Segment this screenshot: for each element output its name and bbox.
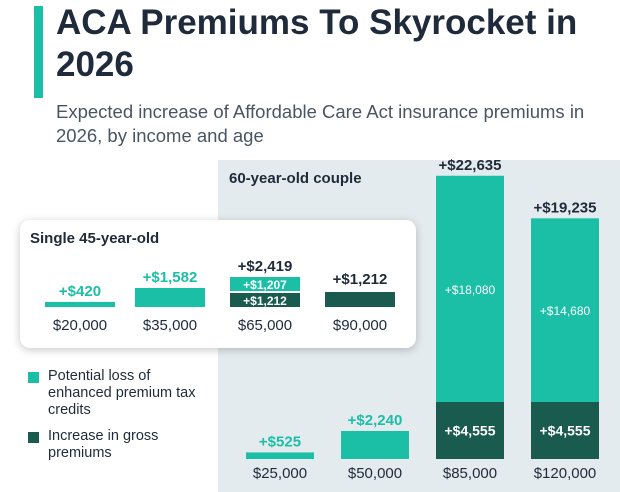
category-label-1-1: $50,000 [348, 465, 402, 482]
total-label-0-3: +$1,212 [333, 271, 388, 288]
seg-label-1-3-tax: +$14,680 [540, 304, 591, 318]
total-label-1-0: +$525 [259, 433, 301, 450]
total-label-1-1: +$2,240 [348, 412, 403, 429]
bar-1-3-tax-credits [531, 218, 599, 402]
seg-label-0-2-tax: +$1,207 [243, 278, 287, 292]
legend-label-tax-credits: Potential loss of enhanced premium tax c… [48, 368, 196, 418]
bar-1-0-tax-credits [246, 452, 314, 459]
bar-1-1-tax-credits [341, 430, 409, 459]
single-panel [20, 220, 416, 348]
bar-0-2-gross-premiums [230, 293, 300, 307]
legend-swatch-tax-credits [28, 372, 39, 383]
legend-swatch-gross-premiums [28, 432, 39, 443]
bar-1-3-gross-premiums [531, 402, 599, 459]
category-label-0-2: $65,000 [238, 317, 292, 334]
bar-1-2-tax-credits [436, 175, 504, 402]
chart-subtitle: Expected increase of Affordable Care Act… [56, 101, 585, 146]
total-label-1-2: +$22,635 [439, 157, 502, 174]
seg-label-1-2-gross: +$4,555 [445, 423, 496, 439]
seg-label-1-3-gross: +$4,555 [540, 423, 591, 439]
category-label-1-2: $85,000 [443, 465, 497, 482]
title-accent-bar [34, 6, 43, 98]
total-label-0-1: +$1,582 [143, 269, 198, 286]
seg-label-0-2-gross: +$1,212 [243, 294, 287, 308]
total-label-1-3: +$19,235 [534, 199, 597, 216]
category-label-0-3: $90,000 [333, 317, 387, 334]
category-label-1-0: $25,000 [253, 465, 307, 482]
total-label-0-2: +$2,419 [238, 258, 293, 275]
total-label-0-0: +$420 [59, 283, 101, 300]
chart-title: ACA Premiums To Skyrocket in 2026 [56, 3, 578, 84]
category-label-1-3: $120,000 [534, 465, 597, 482]
bar-1-2-gross-premiums [436, 402, 504, 459]
single-group-label: Single 45-year-old [30, 230, 160, 247]
category-label-0-1: $35,000 [143, 317, 197, 334]
legend-label-gross-premiums: Increase in gross premiums [48, 428, 159, 461]
category-label-0-0: $20,000 [53, 317, 107, 334]
bar-0-1-tax-credits [135, 288, 205, 307]
seg-label-1-2-tax: +$18,080 [445, 283, 496, 297]
bar-0-2-tax-credits [230, 277, 300, 291]
bar-0-0-tax-credits [45, 301, 115, 307]
couple-group-label: 60-year-old couple [229, 170, 362, 187]
bar-0-3-gross-premiums [325, 292, 395, 307]
